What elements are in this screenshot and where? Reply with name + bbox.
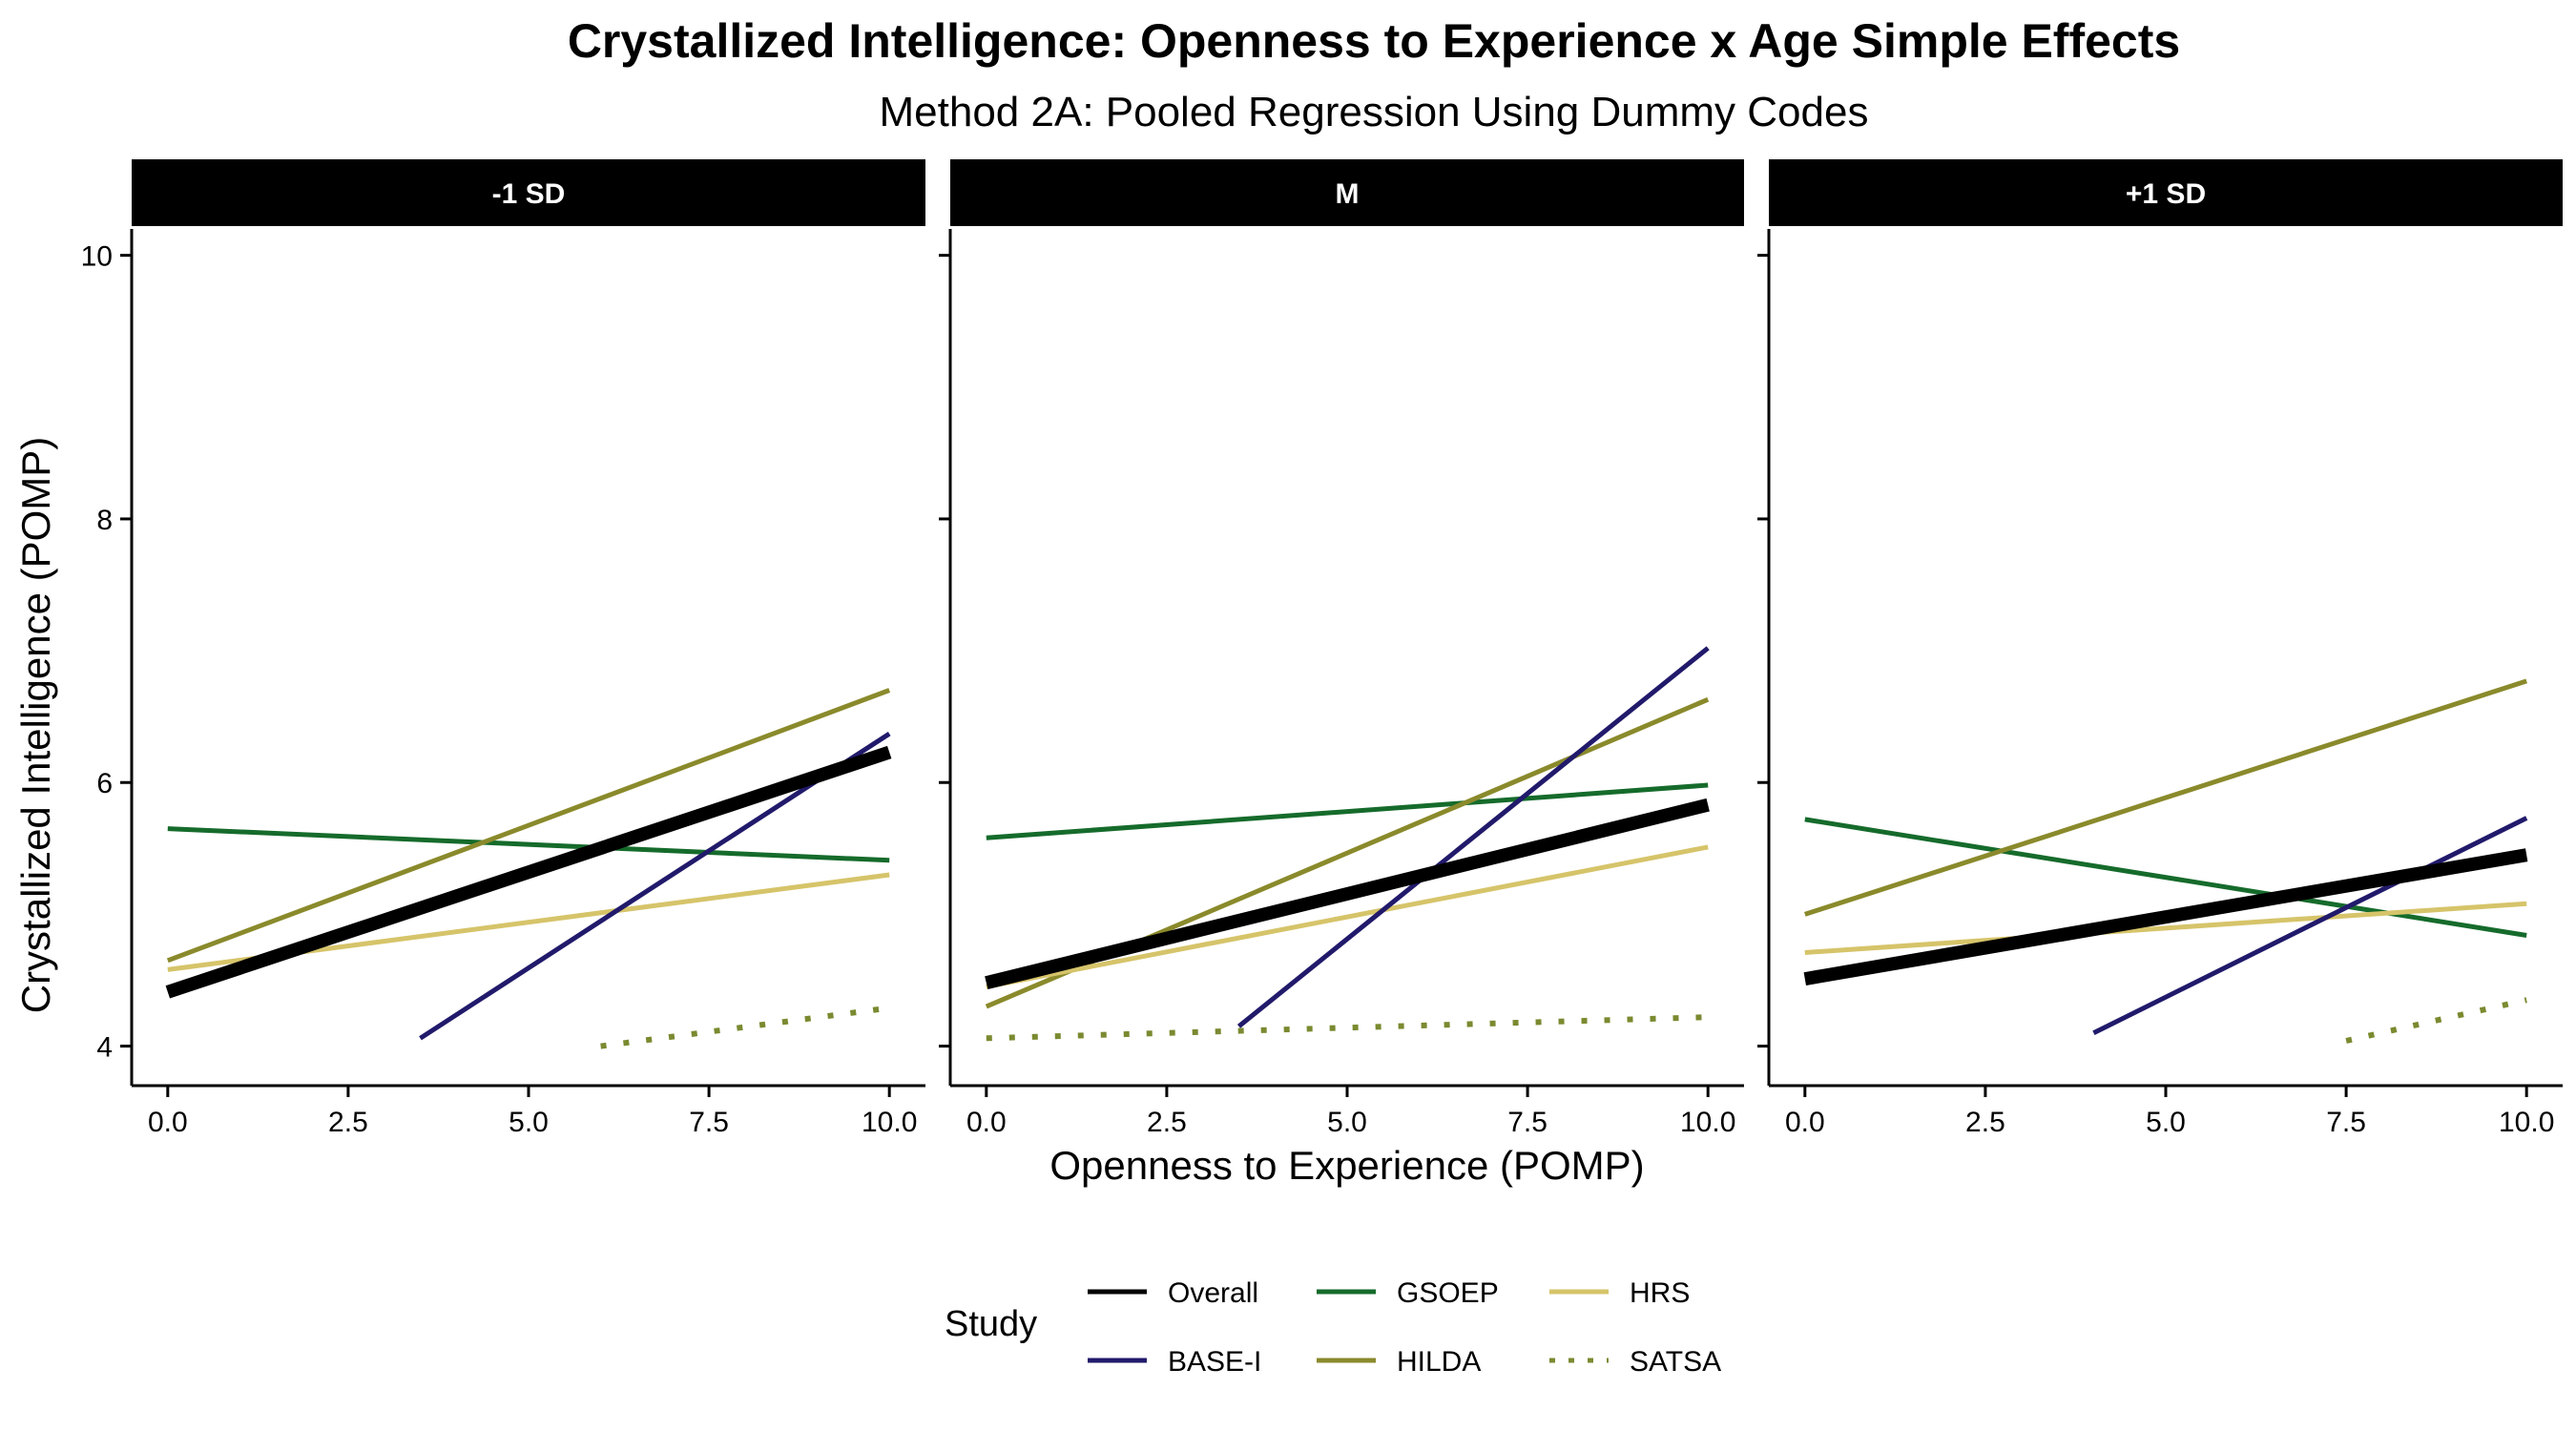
legend-label: HRS (1630, 1277, 1690, 1309)
facet-strip (1769, 159, 2563, 226)
x-tick-label: 2.5 (328, 1107, 368, 1138)
series-line-gsoep (167, 826, 890, 863)
facet-strip (132, 159, 925, 226)
x-tick-label: 10.0 (862, 1107, 917, 1138)
series-line-hilda (1804, 678, 2527, 917)
series-line-hrs (986, 844, 1709, 989)
x-tick-label: 2.5 (1147, 1107, 1187, 1138)
series-line-satsa (600, 1005, 890, 1049)
legend-label: BASE-I (1168, 1346, 1261, 1378)
legend-title: Study (945, 1304, 1037, 1344)
x-tick-label: 10.0 (1680, 1107, 1735, 1138)
x-tick-label: 5.0 (509, 1107, 549, 1138)
facet-strip-label: -1 SD (492, 178, 566, 210)
x-tick-label: 0.0 (148, 1107, 188, 1138)
facet-panels: -1 SD 4 6 8 10 0.0 2.5 5.0 7.5 10.0 M 0.0 2.5 5.0 7.5 1… (81, 159, 2563, 1138)
series-line-hrs (1804, 901, 2527, 955)
x-tick-label: 0.0 (1785, 1107, 1825, 1138)
series-line-base-i (1236, 646, 1710, 1028)
x-tick-label: 0.0 (966, 1107, 1007, 1138)
series-line-gsoep (1804, 817, 2527, 938)
legend: Study Overall BASE-I GSOEP HILDA HRS SATSA (945, 1277, 1721, 1378)
series-line-gsoep (986, 782, 1709, 840)
x-tick-label: 5.0 (2146, 1107, 2186, 1138)
legend-label: HILDA (1397, 1346, 1481, 1378)
chart-title: Crystallized Intelligence: Openness to E… (568, 14, 2180, 68)
facet-strip (950, 159, 1744, 226)
facet-strip-label: +1 SD (2126, 178, 2206, 210)
chart-subtitle: Method 2A: Pooled Regression Using Dummy… (880, 89, 1869, 135)
y-tick-label: 6 (96, 768, 113, 799)
series-line-overall (985, 798, 1710, 989)
x-tick-label: 10.0 (2499, 1107, 2554, 1138)
x-tick-label: 7.5 (689, 1107, 729, 1138)
series-line-hilda (166, 688, 891, 964)
facet-panel-1: -1 SD 4 6 8 10 0.0 2.5 5.0 7.5 10.0 (81, 159, 925, 1138)
y-tick-label: 8 (96, 505, 113, 536)
x-tick-label: 7.5 (2326, 1107, 2366, 1138)
legend-label: SATSA (1630, 1346, 1721, 1378)
series-line-overall (1803, 848, 2528, 985)
facet-strip-label: M (1336, 178, 1360, 210)
x-axis-title: Openness to Experience (POMP) (1049, 1143, 1644, 1188)
series-line-satsa (2345, 997, 2527, 1044)
y-axis-title: Crystallized Intelligence (POMP) (13, 437, 58, 1014)
facet-panel-2: M 0.0 2.5 5.0 7.5 10.0 (939, 159, 1744, 1138)
y-tick-label: 10 (81, 241, 113, 273)
x-tick-label: 7.5 (1507, 1107, 1548, 1138)
series-line-base-i (2092, 816, 2528, 1035)
series-line-satsa (986, 1014, 1709, 1042)
y-tick-label: 4 (96, 1032, 113, 1064)
series-line-overall (165, 745, 892, 999)
facet-panel-3: +1 SD 0.0 2.5 5.0 7.5 10.0 (1757, 159, 2563, 1138)
x-tick-label: 5.0 (1327, 1107, 1367, 1138)
legend-label: GSOEP (1397, 1277, 1499, 1309)
x-tick-label: 2.5 (1965, 1107, 2005, 1138)
legend-label: Overall (1168, 1277, 1258, 1309)
